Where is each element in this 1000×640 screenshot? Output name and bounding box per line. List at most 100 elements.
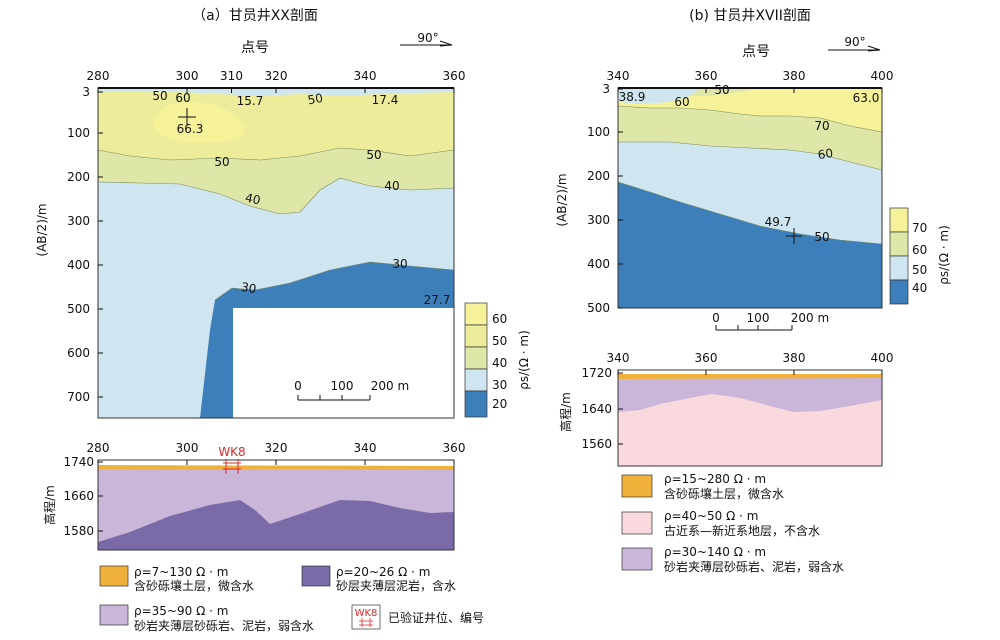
panel-b-contour-label: 49.7 xyxy=(765,215,792,229)
panel-b-y-tick-label: 400 xyxy=(587,257,610,271)
panel-a-x-tick-label: 360 xyxy=(443,69,466,83)
panel-b-y-tick-label: 300 xyxy=(587,213,610,227)
panel-a-geo-y-title: 高程/m xyxy=(42,485,57,525)
panel-b-contour-lines xyxy=(617,105,883,245)
panel-a-contour-label: 40 xyxy=(384,179,399,193)
panel-b-section xyxy=(617,87,883,309)
panel-b-cbar-60: 60 xyxy=(912,243,927,257)
panel-b-x-tick-label: 380 xyxy=(783,69,806,83)
panel-b-geo-section xyxy=(617,369,883,467)
panel-a-geo-y-tick-label: 1660 xyxy=(63,489,94,503)
panel-a-geo-section: WK8 xyxy=(97,445,455,551)
panel-a-y-tick-label: 500 xyxy=(67,302,90,316)
panel-a-x-tick-label: 310 xyxy=(220,69,243,83)
panel-a-y-tick-label: 700 xyxy=(67,390,90,404)
panel-b-legend-1-desc: 含砂砾壤土层，微含水 xyxy=(664,486,784,501)
panel-b-x-title: 点号 xyxy=(742,44,770,60)
panel-b-title: (b) 甘员井XVII剖面 xyxy=(689,8,811,24)
panel-a-legend-4-symbol: WK8 xyxy=(355,608,378,619)
panel-b-geo-x-axis: 340 360 380 400 xyxy=(607,351,894,375)
panel-b-y-tick-label: 500 xyxy=(587,301,610,315)
panel-b-x-tick-label: 400 xyxy=(871,69,894,83)
panel-a-geo-y-axis: 1740 1660 1580 xyxy=(63,455,103,538)
panel-a-legend-2-range: ρ=20~26 Ω · m xyxy=(336,565,430,579)
panel-b-geo-x-tick-label: 400 xyxy=(871,351,894,365)
panel-b-contour-label: 63.0 xyxy=(853,91,880,105)
panel-a-geo-x-axis: 280 300 320 340 360 xyxy=(87,441,465,465)
panel-b-contour-label: 50 xyxy=(714,83,729,97)
panel-b-direction-arrow: 90° xyxy=(828,35,881,52)
panel-a-legend-1-range: ρ=7~130 Ω · m xyxy=(134,565,228,579)
panel-a-contour-label: 50 xyxy=(307,91,324,107)
panel-b-min-marker xyxy=(786,228,802,244)
panel-b-y-axis: 3 100 200 300 400 500 xyxy=(587,82,623,315)
panel-b-y-tick-label: 200 xyxy=(587,169,610,183)
panel-a-geo-mudstone xyxy=(98,500,454,550)
panel-b-geo-x-tick-label: 380 xyxy=(783,351,806,365)
panel-a-contour-label: 30 xyxy=(392,257,407,271)
panel-b-scale-bar: 0 100 200 m xyxy=(712,311,829,331)
panel-b-geo-x-tick-label: 340 xyxy=(607,351,630,365)
panel-b-contour-labels: 38.9 50 60 63.0 70 60 49.7 50 xyxy=(619,83,880,244)
panel-a-contour-label: 40 xyxy=(244,191,262,208)
panel-a-contour-label: 50 xyxy=(214,155,229,169)
panel-a-geo-x-tick-label: 280 xyxy=(87,441,110,455)
panel-a-contour-label: 30 xyxy=(240,280,257,296)
panel-a-cbar-60: 60 xyxy=(492,312,507,326)
panel-a-section xyxy=(97,87,455,419)
panel-b: (b) 甘员井XVII剖面 点号 90° 340 360 380 400 310020… xyxy=(555,8,951,574)
panel-b-y-title: (AB/2)/m xyxy=(555,173,569,226)
panel-b-band-top-low xyxy=(618,88,700,104)
panel-a-legend-4-desc: 已验证井位、编号 xyxy=(388,610,484,625)
panel-a-y-tick-label: 600 xyxy=(67,346,90,360)
panel-a-geo-gravel xyxy=(98,465,454,470)
panel-b-geo-gravel xyxy=(618,374,882,379)
panel-b-y-tick-label: 100 xyxy=(587,125,610,139)
panel-a-contour-labels: 50 60 66.3 15.7 50 17.4 50 50 40 40 30 30 27.7 xyxy=(152,89,450,307)
panel-b-x-tick-label: 360 xyxy=(695,69,718,83)
panel-b-geo-sandstone xyxy=(618,378,882,412)
panel-a-y-tick-label: 200 xyxy=(67,170,90,184)
panel-a-scale-200: 200 m xyxy=(371,379,409,393)
panel-a-scale-0: 0 xyxy=(294,379,302,393)
panel-a-min-marker xyxy=(178,108,196,126)
panel-a-x-tick-label: 280 xyxy=(87,69,110,83)
panel-a-well-marker: WK8 xyxy=(218,445,246,474)
panel-a-x-title: 点号 xyxy=(241,40,269,56)
panel-b-cbar-50: 50 xyxy=(912,263,927,277)
panel-a-cbar-30: 30 xyxy=(492,378,507,392)
panel-b-scale-0: 0 xyxy=(712,311,720,325)
panel-b-legend: ρ=15~280 Ω · m 含砂砾壤土层，微含水 ρ=40~50 Ω · m … xyxy=(621,472,844,574)
panel-a-band-gt60 xyxy=(154,101,245,143)
panel-b-band-top-mid xyxy=(690,88,760,96)
panel-b-colorbar: 70 60 50 40 ρs/(Ω · m) xyxy=(889,207,951,305)
panel-a-y-title: (AB/2)/m xyxy=(35,203,49,256)
panel-a-contour-label: 15.7 xyxy=(237,94,264,108)
panel-b-geo-y-axis: 1720 1640 1560 xyxy=(581,366,623,451)
panel-a-geo-y-tick-label: 1740 xyxy=(63,455,94,469)
panel-b-legend-2-desc: 古近系—新近系地层，不含水 xyxy=(664,523,820,538)
panel-b-scale-100: 100 xyxy=(747,311,770,325)
panel-a-direction-label: 90° xyxy=(417,31,438,45)
panel-b-contour-label: 60 xyxy=(817,146,834,162)
panel-b-cbar-title: ρs/(Ω · m) xyxy=(937,225,951,285)
panel-a: （a）甘员井XX剖面 点号 90° 280 300 310 320 340 360 31 xyxy=(35,8,531,633)
panel-b-x-tick-label: 340 xyxy=(607,69,630,83)
panel-a-well-label: WK8 xyxy=(218,445,245,459)
panel-b-legend-3-range: ρ=30~140 Ω · m xyxy=(664,545,766,559)
panel-a-y-tick-label: 300 xyxy=(67,214,90,228)
panel-b-contour-label: 60 xyxy=(674,95,689,109)
panel-b-band-gt70 xyxy=(618,88,882,132)
panel-b-contour-label: 38.9 xyxy=(619,90,646,104)
panel-a-y-tick-label: 100 xyxy=(67,126,90,140)
panel-b-geo-y-tick-label: 1640 xyxy=(581,402,612,416)
panel-b-direction-label: 90° xyxy=(844,35,865,49)
panel-a-contour-label: 27.7 xyxy=(424,293,451,307)
panel-a-contour-lines xyxy=(97,147,455,301)
panel-b-x-axis: 340 360 380 400 xyxy=(607,69,894,93)
panel-b-scale-200: 200 m xyxy=(791,311,829,325)
panel-b-contour-label: 70 xyxy=(814,119,829,133)
panel-b-geo-frame xyxy=(617,369,883,467)
panel-a-contour-label: 50 xyxy=(152,89,167,103)
